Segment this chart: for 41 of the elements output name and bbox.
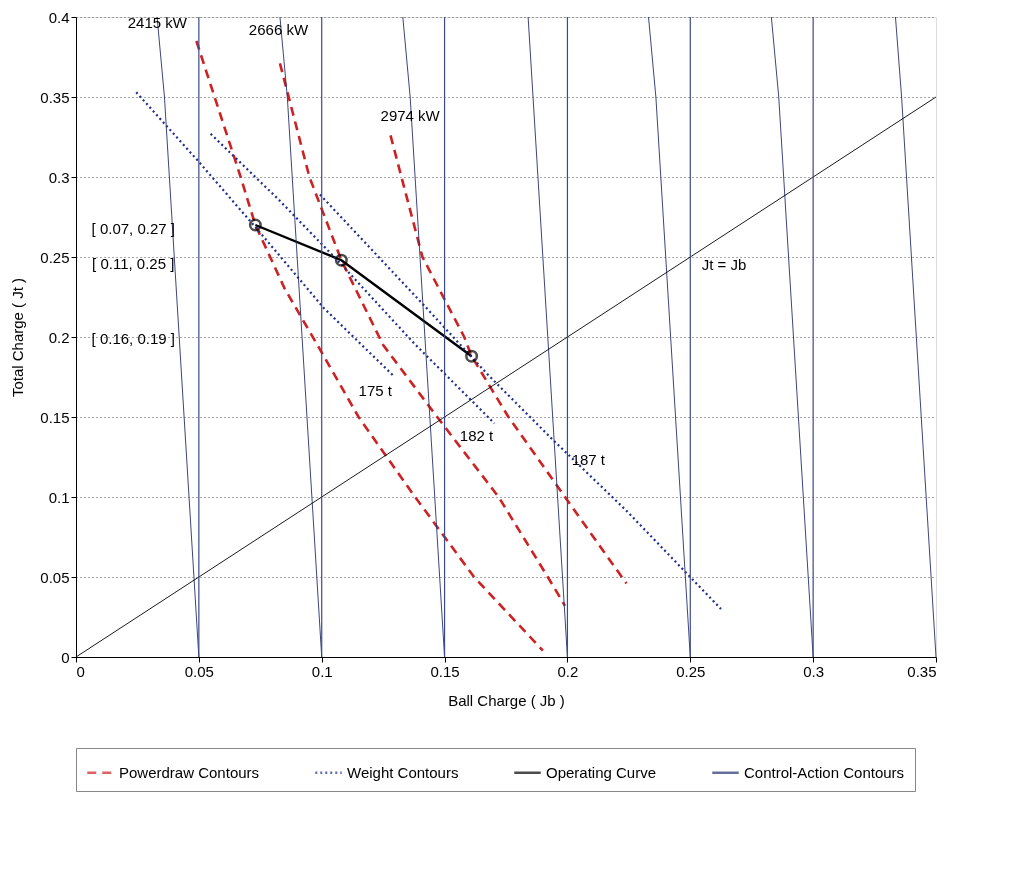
annotation: 2974 kW (380, 107, 441, 125)
point (465, 349, 479, 363)
annotation: [ 0.11, 0.25 ] (92, 255, 175, 273)
line-series (648, 16, 691, 658)
y-tick-label: 0.35 (40, 88, 70, 106)
point (248, 218, 262, 232)
y-tick-label: 0.3 (48, 168, 70, 186)
legend-label: Powerdraw Contours (119, 763, 260, 781)
y-tick-label: 0.15 (40, 408, 70, 426)
annotation: Jt = Jb (701, 256, 747, 273)
line-series (278, 62, 567, 608)
x-axis-title: Ball Charge ( Jb ) (448, 691, 565, 709)
line-series (389, 134, 628, 585)
annotation: 2415 kW (127, 14, 188, 32)
annotation: 187 t (571, 451, 606, 469)
annotation: [ 0.16, 0.19 ] (91, 330, 175, 348)
line-series (895, 16, 937, 658)
x-tick-label: 0.05 (184, 662, 214, 680)
y-tick-label: 0.05 (40, 568, 70, 586)
y-axis-title: Total Charge ( Jt ) (9, 277, 27, 398)
x-tick-label: 0.15 (430, 662, 460, 680)
line-series (195, 39, 545, 652)
y-tick-label: 0.2 (48, 328, 70, 346)
annotation: 2666 kW (248, 20, 309, 38)
annotation: 182 t (459, 427, 495, 445)
legend-label: Control-Action Contours (744, 763, 905, 781)
y-tick-label: 0.4 (48, 8, 70, 26)
annotation: 175 t (358, 382, 393, 400)
x-tick-label: 0.3 (803, 662, 825, 680)
legend-label: Weight Contours (347, 763, 459, 781)
x-tick-label: 0.1 (311, 662, 333, 680)
annotation: [ 0.07, 0.27 ] (91, 220, 175, 237)
x-tick-label: 0.35 (907, 662, 937, 680)
x-tick-label: 0.2 (557, 662, 579, 680)
point (334, 253, 348, 267)
y-tick-label: 0.25 (40, 248, 70, 266)
y-tick-label: 0.1 (48, 488, 70, 506)
legend-label: Operating Curve (546, 763, 657, 781)
y-tick-label: 0 (61, 648, 70, 666)
x-tick-label: 0 (76, 662, 85, 680)
x-tick-label: 0.25 (676, 662, 706, 680)
